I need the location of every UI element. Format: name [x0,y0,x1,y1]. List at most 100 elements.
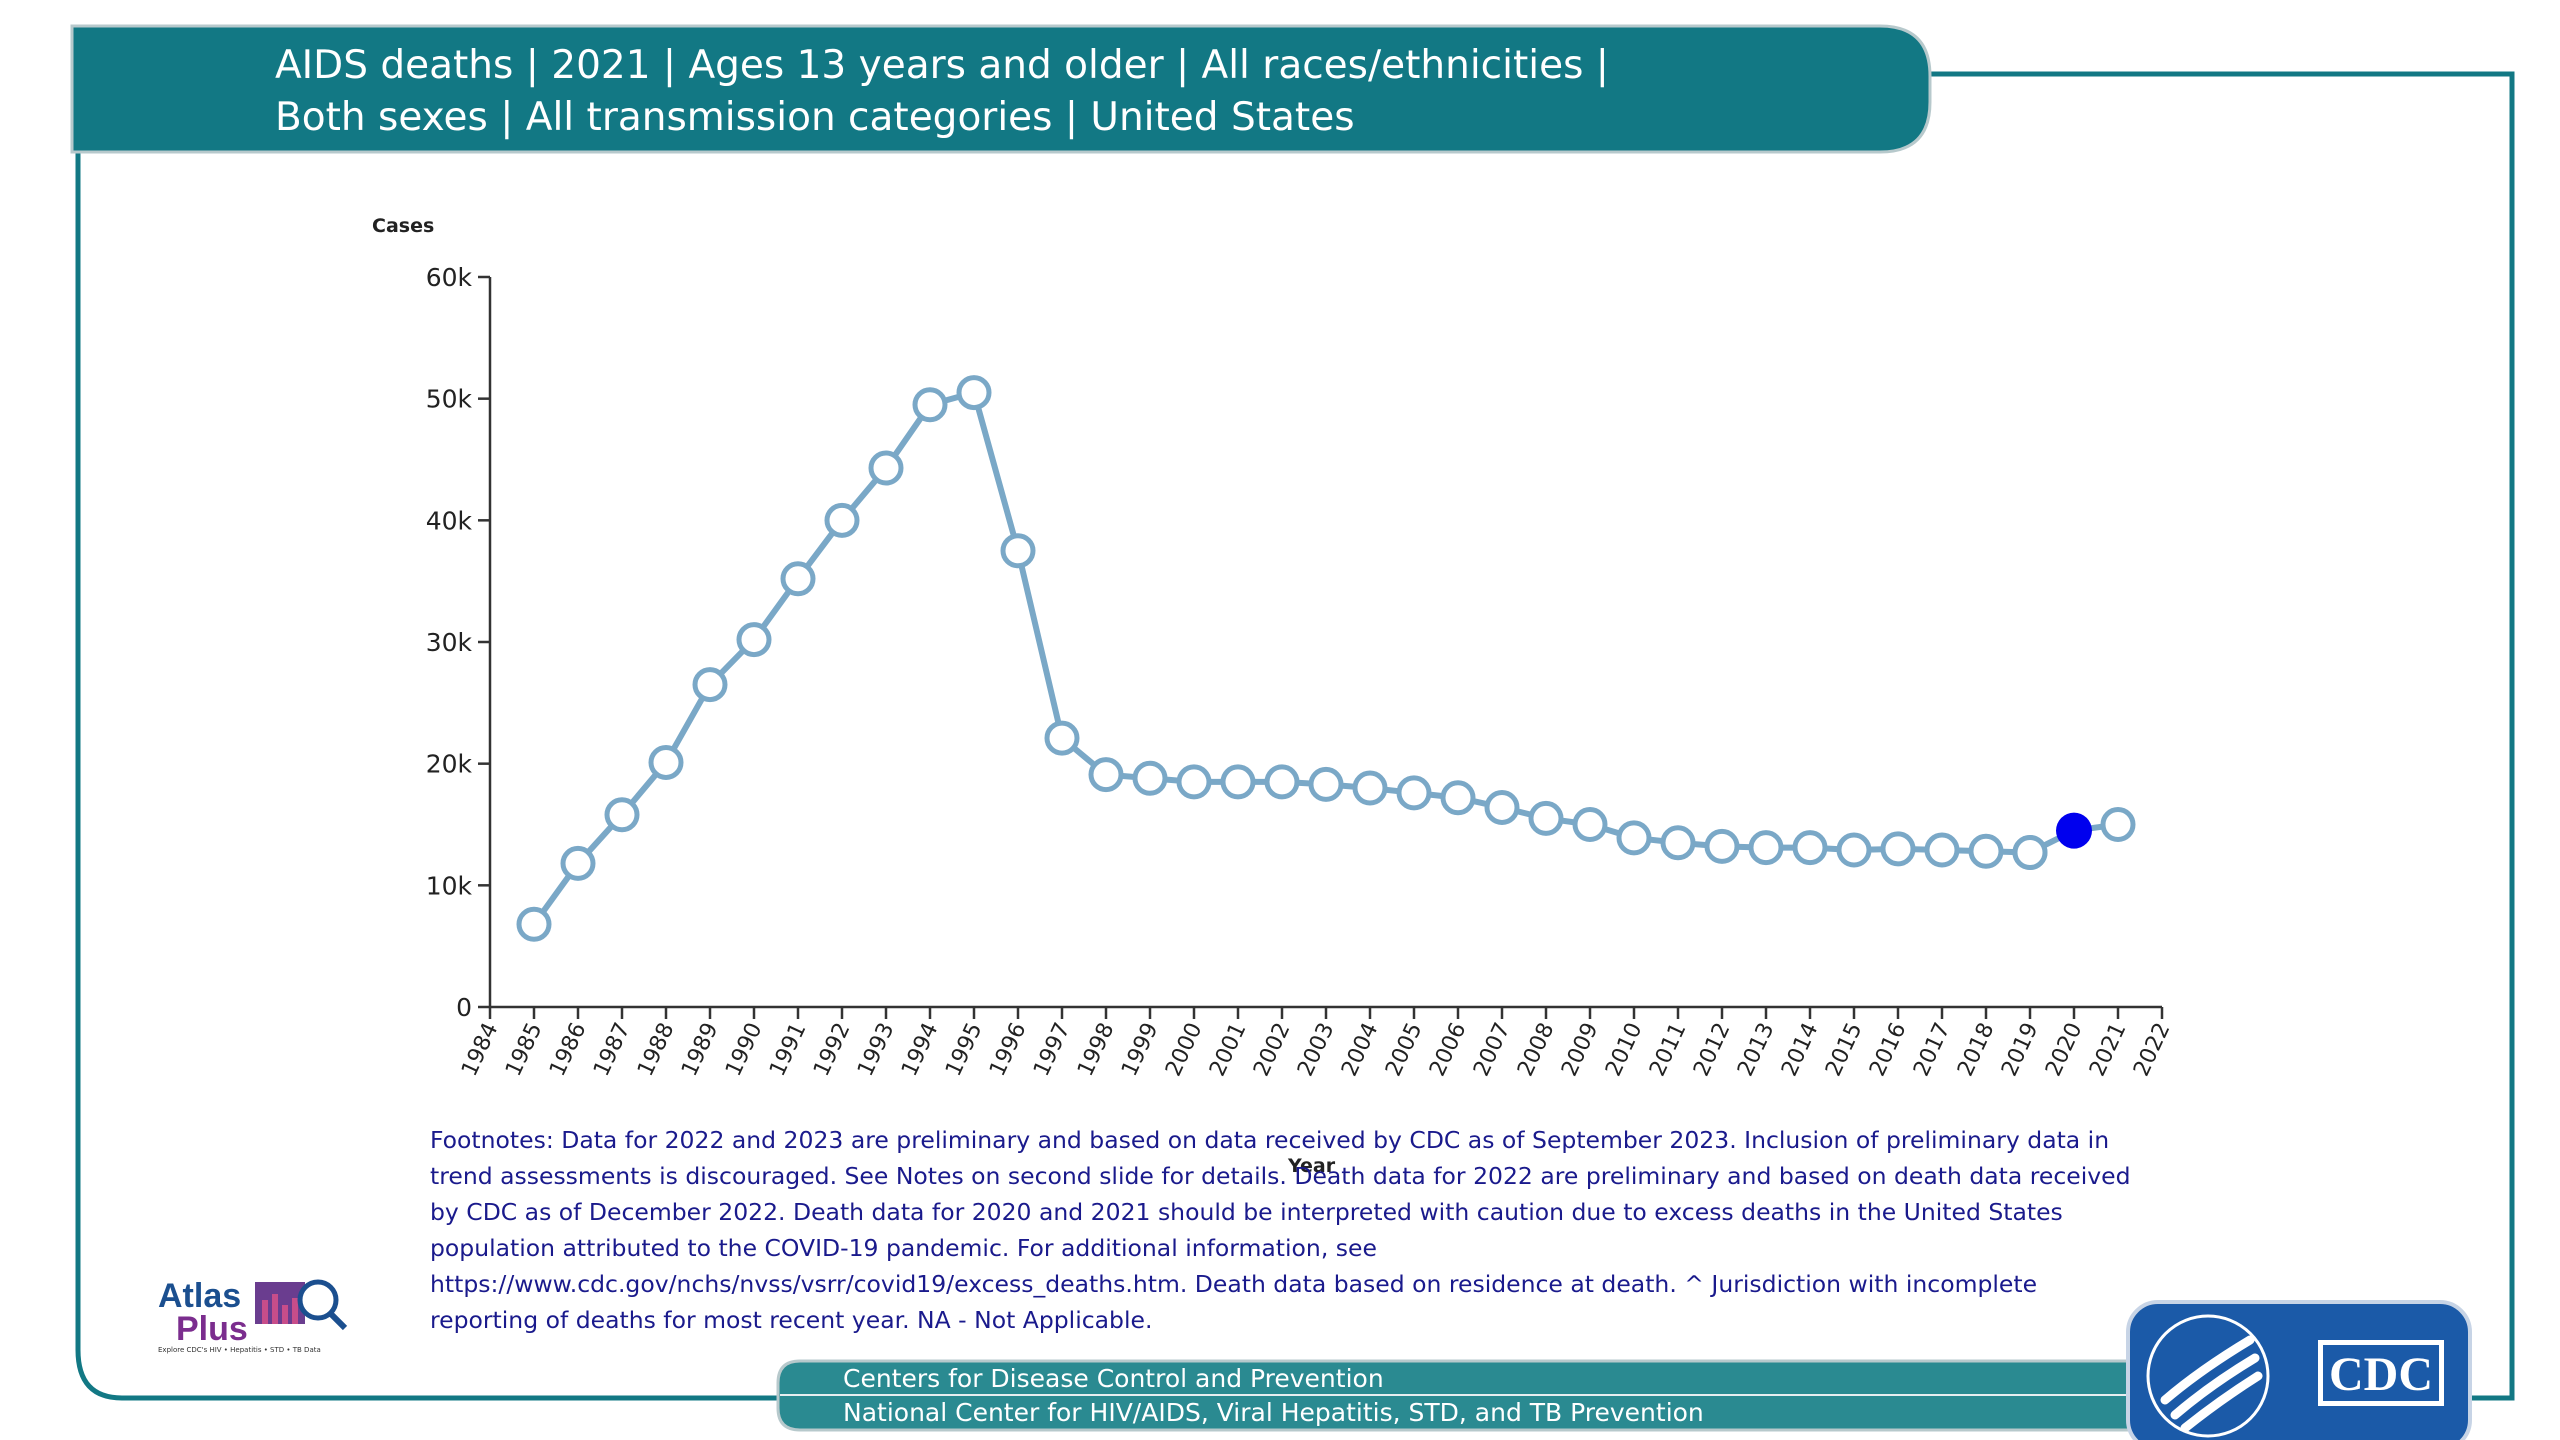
footnotes: Footnotes: Data for 2022 and 2023 are pr… [430,1122,2160,1338]
x-tick-label: 2022 [2129,1019,2175,1080]
y-tick-label: 10k [426,871,473,900]
header-title-line2: Both sexes | All transmission categories… [275,95,1355,140]
y-tick-label: 30k [426,628,473,657]
x-tick-label: 2013 [1733,1019,1779,1080]
data-point[interactable] [1220,764,1256,800]
series-lines [531,389,2121,928]
x-tick-label: 1993 [853,1019,899,1080]
x-tick-label: 2009 [1557,1019,1603,1080]
data-point[interactable] [1660,825,1696,861]
y-axis-title: Cases [372,215,434,237]
data-point[interactable] [1308,766,1344,802]
y-tick-label: 20k [426,750,473,779]
x-tick-label: 2005 [1381,1019,1427,1080]
data-point[interactable] [736,622,772,658]
x-tick-label: 2011 [1645,1019,1691,1080]
x-tick-label: 1992 [809,1019,855,1080]
data-point[interactable] [2012,834,2048,870]
data-point[interactable] [1924,832,1960,868]
data-point[interactable] [604,797,640,833]
data-point[interactable] [780,561,816,597]
data-point[interactable] [868,450,904,486]
slide-frame [75,71,2515,1401]
x-tick-label: 2018 [1953,1019,1999,1080]
x-tick-label: 1995 [941,1019,987,1080]
data-point[interactable] [1440,780,1476,816]
x-tick-label: 1999 [1117,1019,1163,1080]
x-axis-ticks: 1984198519861987198819891990199119921993… [457,1007,2175,1080]
footer-line2: National Center for HIV/AIDS, Viral Hepa… [843,1398,1704,1427]
x-tick-label: 2004 [1337,1019,1383,1080]
data-point[interactable] [1704,828,1740,864]
footer-line1: Centers for Disease Control and Preventi… [843,1364,1384,1393]
data-point[interactable] [1528,800,1564,836]
data-point[interactable] [1616,820,1652,856]
data-point[interactable] [1132,760,1168,796]
data-point[interactable] [956,375,992,411]
x-tick-label: 2000 [1161,1019,1207,1080]
x-tick-label: 1997 [1029,1019,1075,1080]
series-points [516,375,2136,942]
data-point[interactable] [1792,830,1828,866]
data-point[interactable] [1748,830,1784,866]
data-point[interactable] [1088,757,1124,793]
header-title-line1: AIDS deaths | 2021 | Ages 13 years and o… [275,43,1609,88]
x-tick-label: 2007 [1469,1019,1515,1080]
y-axis-ticks: 0 10k 20k 30k 40k 50k 60k [426,263,490,1022]
y-tick-label: 60k [426,263,473,292]
data-point[interactable] [1044,720,1080,756]
data-point[interactable] [1968,833,2004,869]
data-point[interactable] [692,667,728,703]
data-point[interactable] [1880,831,1916,867]
highlighted-data-point[interactable] [2056,812,2092,849]
data-point[interactable] [1352,770,1388,806]
x-tick-label: 2012 [1689,1019,1735,1080]
x-tick-label: 2017 [1909,1019,1955,1080]
footnote-line: by CDC as of December 2022. Death data f… [430,1198,2063,1226]
x-tick-label: 1987 [589,1019,635,1080]
x-tick-label: 2016 [1865,1019,1911,1080]
x-tick-label: 1988 [633,1019,679,1080]
data-point[interactable] [912,387,948,423]
data-point[interactable] [1396,775,1432,811]
data-point[interactable] [516,906,552,942]
x-tick-label: 2003 [1293,1019,1339,1080]
x-tick-label: 1985 [501,1019,547,1080]
atlasplus-logo: Atlas Plus Explore CDC's HIV • Hepatitis… [158,1277,348,1354]
x-tick-label: 1996 [985,1019,1031,1080]
x-tick-label: 2019 [1997,1019,2043,1080]
data-point[interactable] [824,502,860,538]
data-point[interactable] [1484,789,1520,825]
x-tick-label: 1989 [677,1019,723,1080]
x-tick-label: 2021 [2085,1019,2131,1080]
x-tick-label: 1991 [765,1019,811,1080]
x-tick-label: 1984 [457,1019,503,1080]
data-point[interactable] [1264,764,1300,800]
data-point[interactable] [2100,807,2136,842]
x-tick-label: 1994 [897,1019,943,1080]
footnote-line: https://www.cdc.gov/nchs/nvss/vsrr/covid… [430,1270,2038,1298]
x-tick-label: 2010 [1601,1019,1647,1080]
footnote-line: trend assessments is discouraged. See No… [430,1162,2131,1190]
data-point[interactable] [560,845,596,881]
y-tick-label: 50k [426,385,473,414]
footnote-line: Footnotes: Data for 2022 and 2023 are pr… [430,1126,2110,1154]
y-tick-label: 0 [456,993,472,1022]
footer-banner: Centers for Disease Control and Preventi… [776,1359,2142,1432]
cdc-logo-text: CDC [2329,1348,2433,1401]
x-tick-label: 2006 [1425,1019,1471,1080]
data-point[interactable] [1572,807,1608,842]
data-point[interactable] [1836,832,1872,868]
data-point[interactable] [1000,533,1036,569]
hhs-eagle-icon [2146,1314,2270,1438]
footnote-line: reporting of deaths for most recent year… [430,1306,1153,1334]
x-tick-label: 2014 [1777,1019,1823,1080]
data-point[interactable] [648,744,684,780]
y-tick-label: 40k [426,506,473,535]
x-tick-label: 1990 [721,1019,767,1080]
x-tick-label: 2020 [2041,1019,2087,1080]
data-point[interactable] [1176,764,1212,800]
x-tick-label: 2001 [1205,1019,1251,1080]
